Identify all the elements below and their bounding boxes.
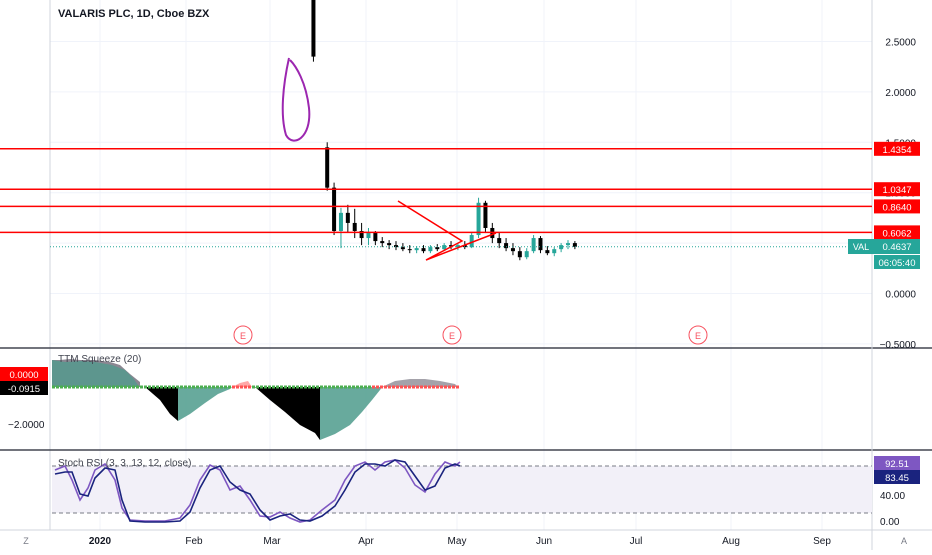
candle xyxy=(455,243,460,251)
candle xyxy=(373,231,378,246)
candle xyxy=(552,247,557,257)
svg-text:E: E xyxy=(695,331,701,341)
auto-scale-button[interactable]: A xyxy=(901,536,907,546)
candle xyxy=(414,246,419,254)
level-badge: 0.6062 xyxy=(874,225,920,240)
stoch-tick-40: 40.00 xyxy=(880,491,905,502)
last-price-badge: VAL 0.4637 06:05:40 xyxy=(848,239,920,269)
horizontal-levels[interactable] xyxy=(0,148,872,234)
candle xyxy=(400,243,405,252)
candle xyxy=(504,238,509,252)
candle xyxy=(545,246,550,256)
level-badge-text: 0.6062 xyxy=(882,228,911,239)
time-label-jun: Jun xyxy=(536,536,552,547)
time-label-sep: Sep xyxy=(813,536,831,547)
price-tick: 2.0000 xyxy=(885,88,916,99)
ttm-zero-badge: 0.0000 xyxy=(9,370,38,381)
earnings-marker[interactable]: E xyxy=(442,325,462,345)
level-badge-text: 1.4354 xyxy=(882,145,911,156)
candle xyxy=(469,233,474,249)
level-badge-text: 0.8640 xyxy=(882,202,911,213)
time-label-may: May xyxy=(448,536,467,547)
candle xyxy=(332,182,337,236)
candle xyxy=(531,235,536,254)
candle xyxy=(352,208,357,239)
candle xyxy=(517,247,522,261)
level-badge: 1.4354 xyxy=(874,141,920,156)
stoch-title: Stoch RSI (3, 3, 13, 12, close) xyxy=(58,458,191,469)
candle xyxy=(345,204,350,234)
candle xyxy=(359,222,364,246)
candle xyxy=(566,240,570,250)
candle xyxy=(435,244,440,252)
pen-drawing[interactable] xyxy=(281,57,311,142)
countdown: 06:05:40 xyxy=(879,258,916,269)
candle xyxy=(394,241,398,251)
svg-text:E: E xyxy=(240,331,246,341)
time-label-apr: Apr xyxy=(358,536,374,547)
candle xyxy=(387,240,392,250)
zoom-z-button[interactable]: Z xyxy=(23,536,29,546)
ttm-squeeze-pane[interactable]: TTM Squeeze (20) −2.0000 0.0000 -0.0915 xyxy=(0,354,460,440)
ticker-label: VAL xyxy=(853,242,869,252)
time-axis[interactable]: 2020 Feb Mar Apr May Jun Jul Aug Sep Z A xyxy=(23,536,907,547)
price-tick: −0.5000 xyxy=(880,340,917,351)
time-label-jul: Jul xyxy=(630,536,643,547)
candle xyxy=(497,233,502,249)
candle xyxy=(428,245,433,254)
ttm-tick-minus-2: −2.0000 xyxy=(8,420,45,431)
candle xyxy=(421,245,426,254)
stoch-tick-0: 0.00 xyxy=(880,517,900,528)
stoch-rsi-pane[interactable]: Stoch RSI (3, 3, 13, 12, close) 40.00 0.… xyxy=(52,456,920,528)
ttm-value-badge: -0.0915 xyxy=(8,384,40,395)
candle xyxy=(559,243,564,253)
last-price-value: 0.4637 xyxy=(882,242,911,253)
ttm-title: TTM Squeeze (20) xyxy=(58,354,141,365)
candle xyxy=(476,197,481,239)
candle xyxy=(311,0,316,62)
triangle-drawing[interactable] xyxy=(397,200,497,261)
symbol-title: VALARIS PLC, 1D, Cboe BZX xyxy=(58,8,210,20)
candle xyxy=(380,237,385,248)
candle xyxy=(538,236,543,254)
candle xyxy=(325,142,330,191)
stoch-d-badge: 83.45 xyxy=(885,473,909,484)
time-label-feb: Feb xyxy=(185,536,203,547)
earnings-marker[interactable]: E xyxy=(688,325,708,345)
candle xyxy=(572,241,577,250)
level-badge-text: 1.0347 xyxy=(882,185,911,196)
price-tick: 0.0000 xyxy=(885,290,916,301)
time-label-2020: 2020 xyxy=(89,536,112,547)
candlestick-series xyxy=(311,0,577,261)
candle xyxy=(366,227,371,246)
time-label-mar: Mar xyxy=(263,536,281,547)
candle xyxy=(524,248,529,260)
candle xyxy=(338,207,343,249)
level-badge: 1.0347 xyxy=(874,182,920,197)
level-badges: 1.4354 1.0347 0.8640 0.6062 xyxy=(874,141,920,240)
svg-text:E: E xyxy=(449,331,455,341)
time-label-aug: Aug xyxy=(722,536,740,547)
stoch-k-badge: 92.51 xyxy=(885,459,909,470)
earnings-markers[interactable]: E E E xyxy=(233,325,708,345)
price-tick: 2.5000 xyxy=(885,38,916,49)
candle xyxy=(510,243,515,256)
level-badge: 0.8640 xyxy=(874,199,920,214)
earnings-marker[interactable]: E xyxy=(233,325,253,345)
candle xyxy=(407,245,412,254)
